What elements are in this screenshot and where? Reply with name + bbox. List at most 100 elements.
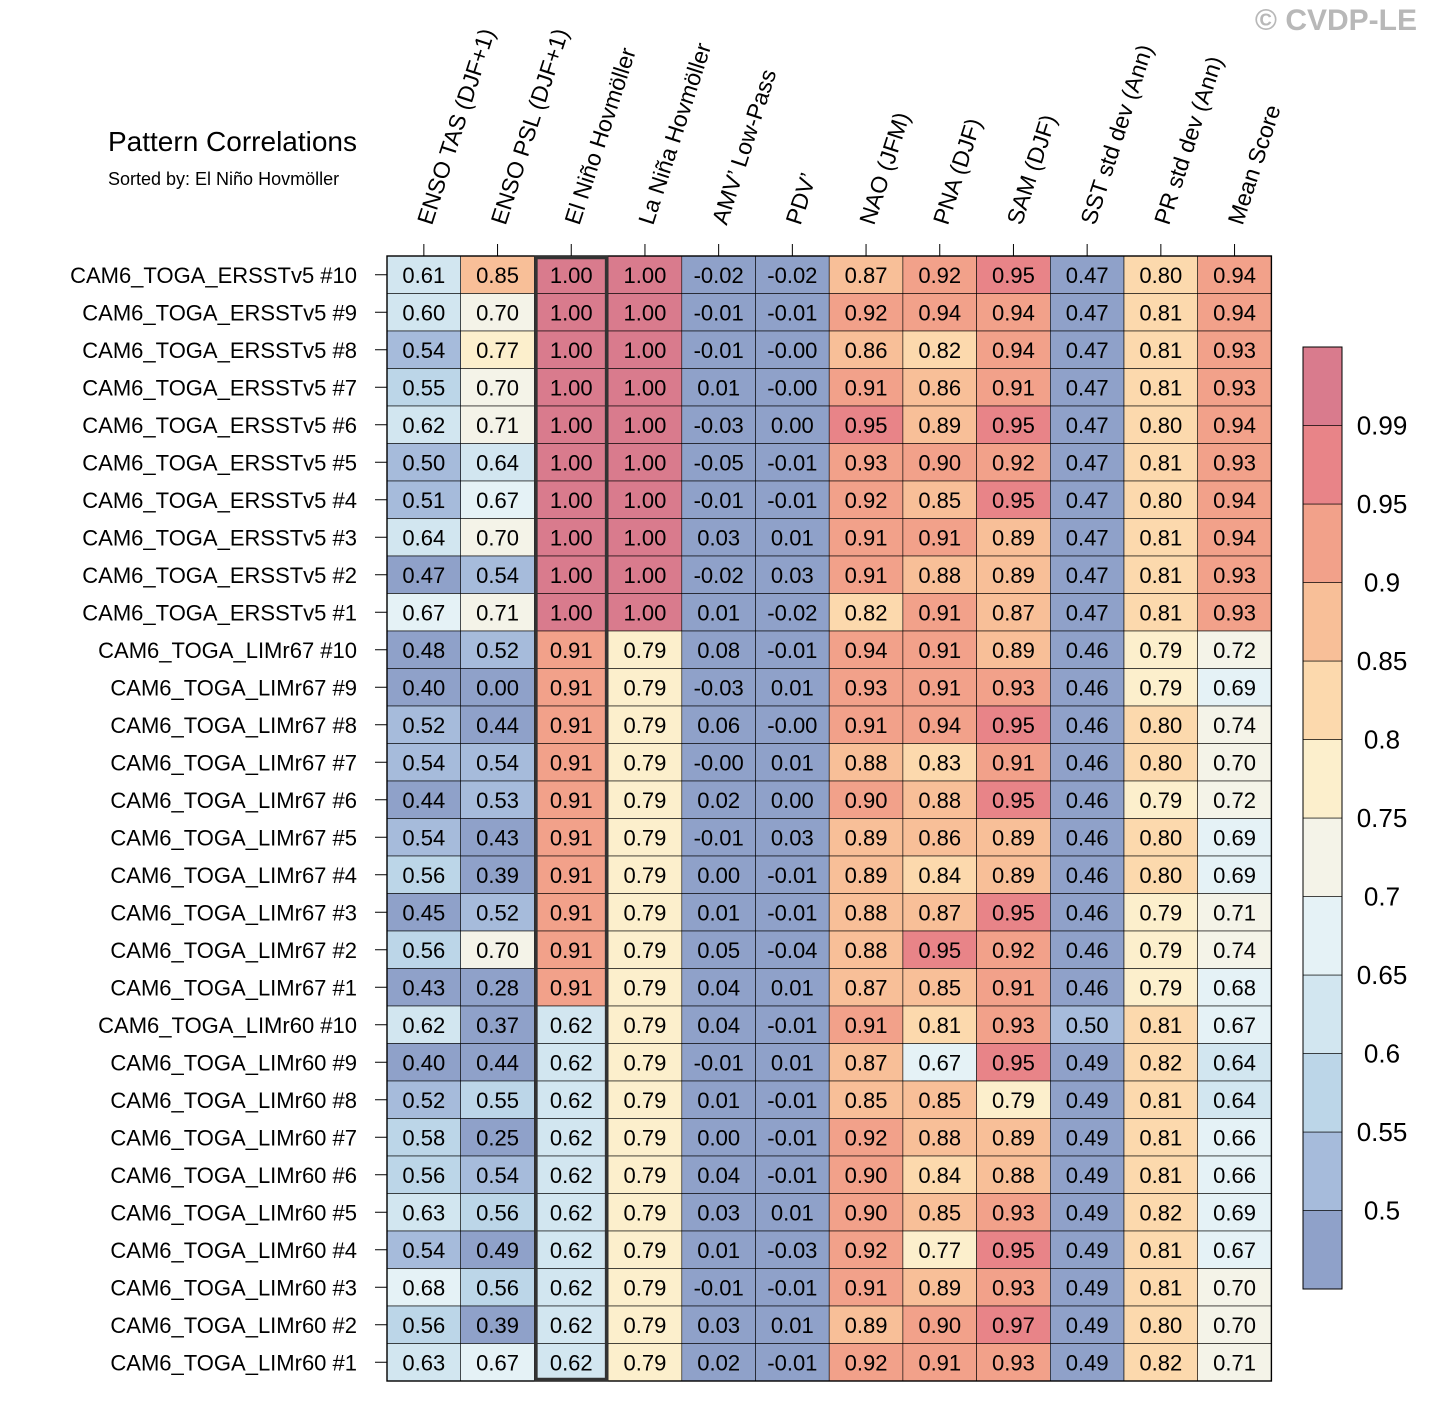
cell-value: 0.01 (697, 600, 740, 625)
cell-value: 0.49 (1066, 1163, 1109, 1188)
cell-value: 0.91 (845, 1275, 888, 1300)
cell-value: 0.01 (697, 1088, 740, 1113)
heatmap-cell (534, 893, 609, 932)
colorbar-bin (1302, 1210, 1343, 1290)
cell-value: 1.00 (624, 338, 667, 363)
cell-value: 0.00 (771, 788, 814, 813)
cell-value: -0.01 (767, 300, 817, 325)
cell-value: 0.91 (992, 975, 1035, 1000)
cell-value: 1.00 (624, 263, 667, 288)
heatmap-cell (1123, 1305, 1198, 1344)
heatmap-cell (460, 855, 535, 894)
heatmap-cell (976, 480, 1051, 519)
cell-value: 0.91 (845, 713, 888, 738)
cell-value: 0.79 (624, 675, 667, 700)
cell-value: 0.00 (697, 863, 740, 888)
cell-value: 0.49 (1066, 1350, 1109, 1375)
heatmap-cells: 0.61 0.85 1.00 1.00 -0.02 -0.02 0.87 0.92 0.95 0.… (386, 255, 1272, 1382)
heatmap-cell (1050, 1155, 1125, 1194)
cell-value: 0.39 (476, 1313, 519, 1338)
cell-value: 0.89 (992, 638, 1035, 663)
heatmap-cell (755, 1118, 830, 1157)
heatmap-cell (460, 1268, 535, 1307)
cell-value: 0.54 (402, 338, 445, 363)
heatmap-cell (828, 930, 904, 969)
column-label: La Niña Hovmöller (633, 39, 716, 227)
cell-value: 0.49 (1066, 1238, 1109, 1263)
cell-value: 0.93 (1213, 375, 1256, 400)
heatmap-cell (755, 1043, 830, 1082)
heatmap-cell (1197, 893, 1272, 932)
colorbar-bin (1302, 1053, 1343, 1133)
heatmap-cell (1050, 668, 1125, 707)
heatmap-cell (386, 855, 461, 894)
colorbar-label: 0.6 (1364, 1039, 1400, 1069)
cell-value: 0.94 (1213, 413, 1256, 438)
cell-value: 0.03 (771, 825, 814, 850)
heatmap-cell (1050, 443, 1125, 482)
heatmap-cell (902, 1118, 977, 1157)
cell-value: 0.81 (1139, 1088, 1182, 1113)
heatmap-cell (1123, 705, 1198, 744)
cell-value: 0.94 (918, 713, 961, 738)
cell-value: 0.79 (624, 788, 667, 813)
cell-value: -0.01 (694, 1275, 744, 1300)
cell-value: 0.03 (697, 1313, 740, 1338)
heatmap-cell (1050, 1230, 1125, 1269)
colorbar-label: 0.9 (1364, 568, 1400, 598)
cell-value: 0.63 (402, 1350, 445, 1375)
cell-value: 0.95 (992, 413, 1035, 438)
row-label: CAM6_TOGA_ERSSTv5 #1 (82, 600, 357, 625)
heatmap-cell (460, 668, 535, 707)
heatmap-cell (386, 630, 461, 669)
heatmap-cell (386, 330, 461, 369)
cell-value: 0.77 (476, 338, 519, 363)
cell-value: 0.46 (1066, 975, 1109, 1000)
colorbar-bin (1302, 346, 1343, 426)
heatmap-cell (902, 1193, 977, 1232)
cell-value: -0.03 (694, 413, 744, 438)
row-label: CAM6_TOGA_LIMr67 #3 (110, 900, 357, 925)
cell-value: 0.49 (1066, 1088, 1109, 1113)
cell-value: 0.93 (992, 1275, 1035, 1300)
heatmap-cell (534, 930, 609, 969)
cell-value: 0.70 (1213, 1313, 1256, 1338)
cell-value: 0.81 (1139, 1013, 1182, 1038)
cell-value: 0.81 (1139, 563, 1182, 588)
cell-value: 0.54 (476, 750, 519, 775)
heatmap-cell (1123, 930, 1198, 969)
heatmap-cell (902, 555, 977, 594)
cell-value: 0.79 (1139, 975, 1182, 1000)
cell-value: 0.79 (624, 938, 667, 963)
cell-value: 0.81 (1139, 300, 1182, 325)
heatmap-cell (1050, 893, 1125, 932)
cell-value: 0.64 (402, 525, 445, 550)
cell-value: 0.79 (624, 638, 667, 663)
row-label: CAM6_TOGA_LIMr67 #4 (110, 863, 357, 888)
row-label: CAM6_TOGA_ERSSTv5 #4 (82, 488, 357, 513)
heatmap-cell (828, 630, 904, 669)
cell-value: 0.01 (771, 1200, 814, 1225)
heatmap-cell (1123, 1080, 1198, 1119)
column-label: ENSO PSL (DJF+1) (486, 25, 574, 227)
cell-value: 0.91 (992, 375, 1035, 400)
cell-value: 1.00 (550, 263, 593, 288)
cell-value: 1.00 (624, 563, 667, 588)
heatmap-cell (386, 405, 461, 444)
column-labels: ENSO TAS (DJF+1)ENSO PSL (DJF+1)El Niño … (412, 25, 1286, 256)
heatmap-cell (1050, 1118, 1125, 1157)
colorbar-border (1302, 346, 1343, 1290)
cell-value: -0.01 (767, 1088, 817, 1113)
cell-value: 0.79 (624, 900, 667, 925)
cell-value: 0.66 (1213, 1125, 1256, 1150)
heatmap-cell (1123, 293, 1198, 332)
cell-value: 0.89 (918, 413, 961, 438)
cell-value: 0.79 (1139, 788, 1182, 813)
cell-value: 0.95 (992, 1050, 1035, 1075)
heatmap-cell (1123, 780, 1198, 819)
heatmap-cell (534, 555, 609, 594)
cell-value: 0.91 (550, 638, 593, 663)
row-label: CAM6_TOGA_ERSSTv5 #5 (82, 450, 357, 475)
heatmap-cell (976, 1118, 1051, 1157)
heatmap-cell (1123, 480, 1198, 519)
